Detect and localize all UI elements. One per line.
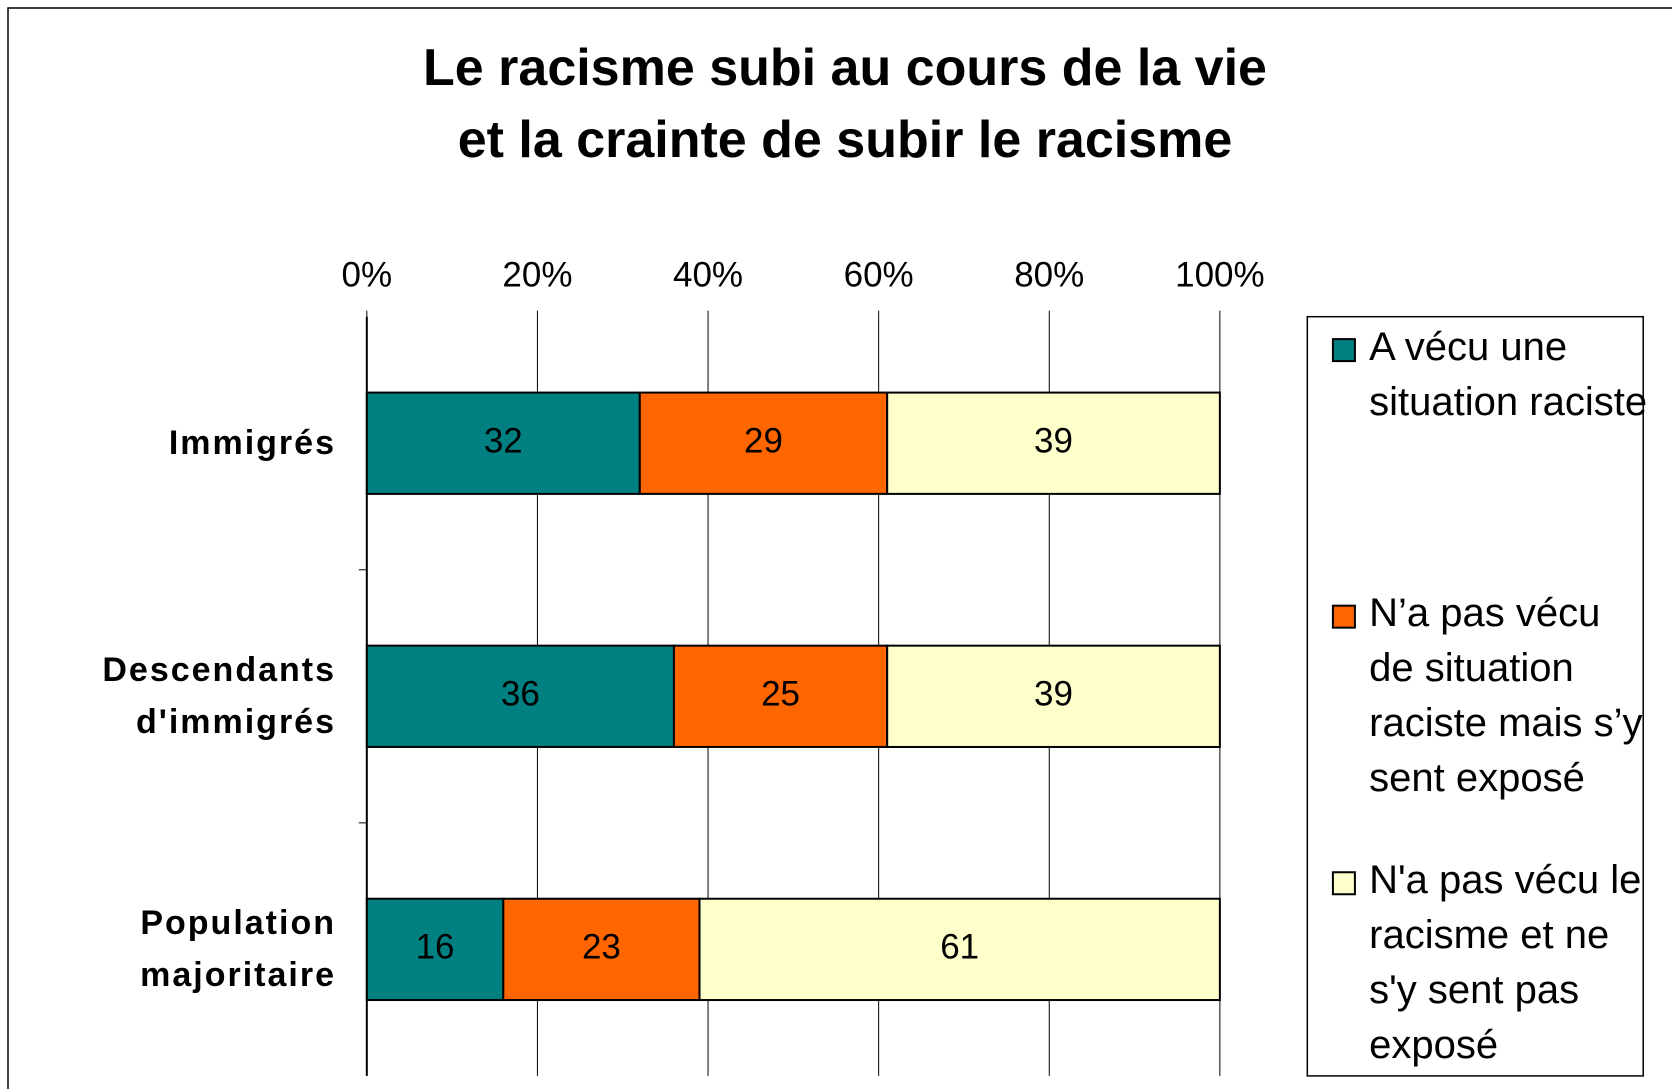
bar-segment [502, 897, 701, 1002]
data-label: 61 [940, 928, 979, 967]
data-label: 32 [484, 421, 523, 460]
data-label: 25 [761, 675, 800, 714]
bar-segment [365, 391, 641, 495]
data-label: 39 [1034, 675, 1073, 714]
data-label: 16 [416, 928, 455, 967]
x-tick-label: 80% [1014, 255, 1084, 294]
x-tick-label: 60% [844, 255, 914, 294]
outer-border [7, 7, 1672, 1089]
x-tick-label: 40% [673, 255, 743, 294]
legend-box [1306, 315, 1644, 1077]
legend-label: N’a pas vécu de situation raciste mais s… [1369, 591, 1643, 801]
bar-segment [672, 644, 889, 748]
x-tick-label: 100% [1175, 255, 1265, 294]
chart-title: et la crainte de subir le racisme [457, 111, 1233, 169]
y-tick-label: Population majoritaire [140, 904, 336, 995]
legend-swatch [1331, 871, 1356, 896]
y-tick-label: Descendants d'immigrés [102, 651, 336, 742]
data-label: 29 [744, 421, 783, 460]
legend-label: N'a pas vécu le racisme et ne s'y sent p… [1369, 858, 1642, 1068]
bar-segment [886, 391, 1221, 495]
bar-segment [886, 644, 1221, 748]
legend-swatch [1331, 604, 1356, 629]
data-label: 39 [1034, 421, 1073, 460]
y-tick-label: Immigrés [168, 424, 336, 463]
x-tick-label: 20% [502, 255, 572, 294]
x-tick-label: 0% [342, 255, 393, 294]
chart-title: Le racisme subi au cours de la vie [423, 39, 1267, 97]
data-label: 36 [501, 675, 540, 714]
data-label: 23 [582, 928, 621, 967]
bar-segment [698, 897, 1221, 1002]
bar-segment [365, 644, 675, 748]
legend-label: A vécu une situation raciste [1369, 324, 1648, 424]
legend-swatch [1331, 338, 1356, 363]
